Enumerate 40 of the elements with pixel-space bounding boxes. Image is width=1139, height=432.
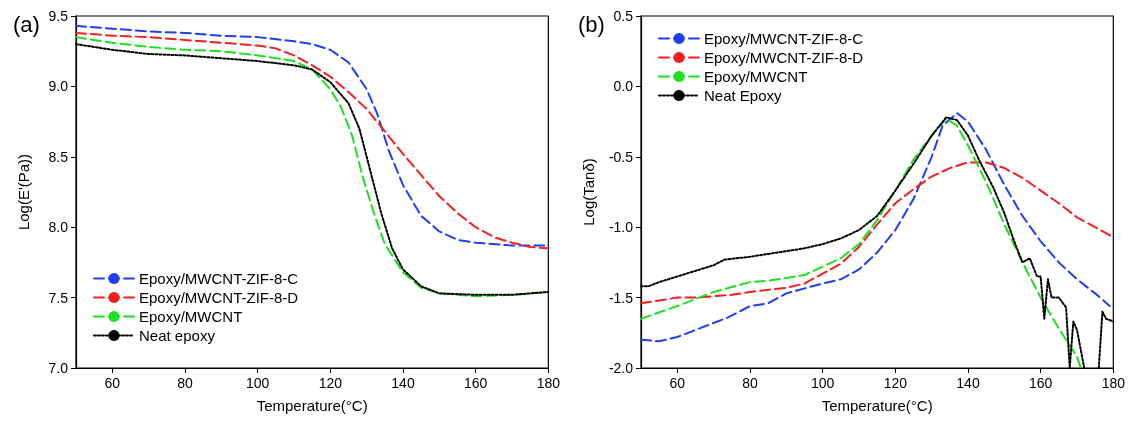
chart-title: (b) — [578, 11, 605, 37]
legend-label: Epoxy/MWCNT — [139, 308, 243, 325]
x-tick-label: 120 — [318, 375, 343, 391]
chart-title: (a) — [13, 11, 40, 37]
y-tick-label: -1.5 — [608, 289, 634, 306]
x-axis-title: Temperature(°C) — [256, 397, 368, 414]
y-tick-label: 7.5 — [48, 289, 69, 306]
y-tick-label: -1.0 — [608, 219, 634, 236]
y-tick-label: 8.0 — [48, 219, 69, 236]
x-tick-label: 160 — [1028, 375, 1053, 391]
y-tick-label: 9.0 — [48, 78, 69, 95]
x-tick-label: 180 — [536, 375, 561, 391]
legend-label: Epoxy/MWCNT — [704, 68, 808, 85]
y-axis-title: Log(Tanδ) — [580, 158, 597, 226]
y-tick-label: 0.0 — [613, 78, 634, 95]
x-tick-label: 100 — [810, 375, 835, 391]
x-tick-label: 180 — [1101, 375, 1126, 391]
x-tick-label: 80 — [177, 375, 193, 391]
x-tick-label: 120 — [883, 375, 908, 391]
x-axis-title: Temperature(°C) — [821, 397, 933, 414]
x-tick-label: 140 — [391, 375, 415, 391]
legend-label: Neat Epoxy — [704, 87, 783, 104]
legend-label: Epoxy/MWCNT-ZIF-8-D — [704, 49, 864, 66]
x-tick-label: 160 — [463, 375, 488, 391]
x-tick-label: 60 — [669, 375, 686, 391]
legend-label: Epoxy/MWCNT-ZIF-8-C — [704, 30, 864, 47]
x-tick-label: 100 — [245, 375, 270, 391]
y-tick-label: 9.5 — [48, 8, 69, 24]
y-tick-label: 8.5 — [48, 148, 69, 165]
legend-label: Neat epoxy — [139, 327, 216, 344]
y-tick-label: 7.0 — [48, 360, 69, 376]
y-tick-label: -0.5 — [608, 148, 634, 165]
x-tick-label: 140 — [956, 375, 980, 391]
x-tick-label: 80 — [742, 375, 758, 391]
legend-label: Epoxy/MWCNT-ZIF-8-D — [139, 289, 299, 306]
legend-label: Epoxy/MWCNT-ZIF-8-C — [139, 270, 299, 287]
y-tick-label: -2.0 — [608, 360, 634, 376]
y-axis-title: Log(E'(Pa)) — [15, 153, 32, 231]
y-tick-label: 0.5 — [613, 8, 634, 24]
x-tick-label: 60 — [104, 375, 121, 391]
